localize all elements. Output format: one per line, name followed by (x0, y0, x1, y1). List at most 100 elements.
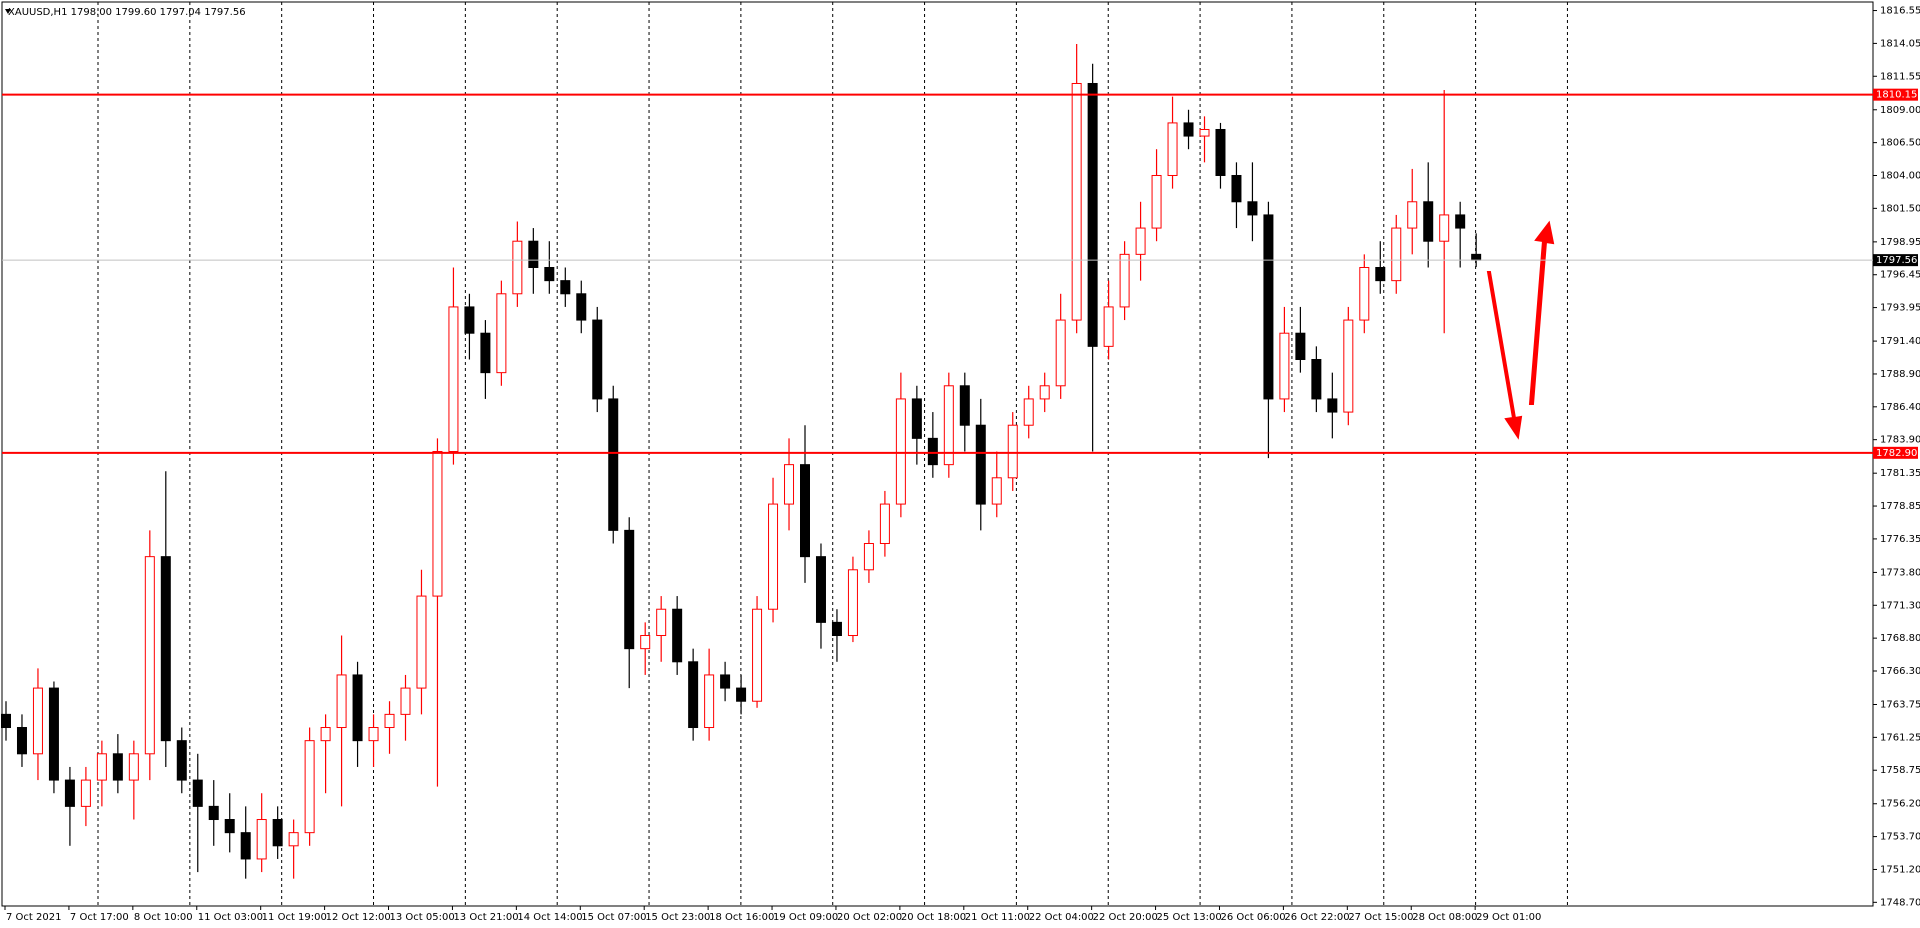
x-tick-label: 22 Oct 04:00 (1029, 912, 1094, 923)
y-tick-label: 1761.25 (1880, 732, 1920, 743)
candle-body (304, 740, 315, 834)
marks (1, 44, 1482, 879)
candle-body (752, 608, 763, 702)
y-tick-label: 1753.70 (1880, 832, 1920, 843)
x-tick-label: 7 Oct 2021 (6, 912, 61, 923)
candle-body (911, 398, 922, 439)
y-tick-label: 1751.20 (1880, 864, 1920, 875)
candle-body (384, 713, 395, 729)
candle-body (1263, 214, 1274, 400)
candle-body (208, 805, 219, 821)
candle-body (112, 753, 123, 781)
x-tick-label: 21 Oct 11:00 (965, 912, 1030, 923)
candle-body (272, 819, 283, 847)
y-tick-label: 1783.90 (1880, 435, 1920, 446)
candle-body (815, 556, 826, 623)
y-tick-label: 1771.30 (1880, 600, 1920, 611)
current-price-box (1873, 254, 1918, 267)
x-tick-label: 26 Oct 22:00 (1284, 912, 1349, 923)
y-tick-label: 1758.75 (1880, 765, 1920, 776)
candle-body (1, 713, 11, 729)
candle-body (48, 687, 59, 781)
x-tick-label: 14 Oct 14:00 (517, 912, 582, 923)
candle-body (320, 727, 331, 742)
y-tick-label: 1756.20 (1880, 799, 1920, 810)
y-tick-label: 1748.70 (1880, 897, 1920, 908)
candle-body (1439, 214, 1450, 242)
candle-body (1279, 332, 1290, 400)
candle-body (1343, 319, 1354, 413)
candle-body (768, 503, 779, 610)
candle-body (560, 280, 571, 295)
candle-body (1007, 424, 1018, 479)
current-price-label: 1797.56 (1876, 255, 1917, 266)
y-tick-label: 1814.05 (1880, 38, 1920, 49)
x-tick-label: 26 Oct 06:00 (1220, 912, 1285, 923)
arrow-down (1486, 271, 1523, 440)
candle-body (128, 753, 139, 781)
candle-body (448, 306, 459, 453)
x-tick-label: 29 Oct 01:00 (1476, 912, 1541, 923)
candle-body (704, 674, 715, 729)
candle-body (336, 674, 347, 729)
x-tick-label: 18 Oct 16:00 (709, 912, 774, 923)
candle-body (1167, 122, 1178, 176)
candle-body (1295, 332, 1306, 360)
candle-body (576, 293, 587, 321)
candle-body (1119, 253, 1130, 308)
candle-body (624, 529, 635, 650)
header-arrow (5, 9, 11, 14)
candle-body (416, 595, 427, 689)
candle-body (1103, 306, 1114, 347)
y-tick-label: 1791.40 (1880, 336, 1920, 347)
x-tick-label: 11 Oct 03:00 (198, 912, 263, 923)
y-tick-label: 1798.95 (1880, 237, 1920, 248)
candle-body (368, 727, 379, 742)
candle-body (1231, 174, 1242, 203)
candle-body (863, 543, 874, 571)
candle-body (1455, 214, 1466, 229)
x-tick-label: 13 Oct 21:00 (453, 912, 518, 923)
candle-body (1311, 358, 1322, 400)
candle-body (1471, 253, 1482, 261)
x-tick-label: 25 Oct 13:00 (1157, 912, 1222, 923)
candle-body (1215, 128, 1226, 176)
y-tick-label: 1786.40 (1880, 402, 1920, 413)
level-box (1873, 88, 1918, 101)
candle-body (1199, 128, 1210, 137)
candle-body (1423, 201, 1434, 242)
level-label: 1810.15 (1876, 90, 1917, 101)
candle-body (1071, 82, 1082, 321)
candle-body (480, 332, 491, 374)
y-tick-label: 1796.45 (1880, 270, 1920, 281)
y-tick-label: 1816.55 (1880, 6, 1920, 17)
candle-body (784, 464, 795, 505)
candle-body (1087, 82, 1098, 347)
candle-body (240, 832, 251, 860)
candle-body (831, 621, 842, 637)
candle-body (943, 385, 954, 466)
candle-body (895, 398, 906, 505)
y-tick-label: 1788.90 (1880, 369, 1920, 380)
arrow-up (1528, 220, 1555, 405)
x-tick-label: 20 Oct 02:00 (837, 912, 902, 923)
y-tick-label: 1766.30 (1880, 666, 1920, 677)
candle-body (256, 819, 267, 860)
x-tick-label: 8 Oct 10:00 (134, 912, 193, 923)
chart-header: XAUUSD,H1 1798.00 1799.60 1797.04 1797.5… (8, 7, 246, 18)
candle-body (144, 556, 155, 755)
level-box (1873, 446, 1918, 459)
y-tick-label: 1778.85 (1880, 501, 1920, 512)
candle-body (592, 319, 603, 400)
candle-body (1039, 385, 1050, 400)
y-tick-label: 1776.35 (1880, 534, 1920, 545)
candle-body (847, 569, 858, 637)
x-tick-label: 7 Oct 17:00 (70, 912, 129, 923)
candle-body (1183, 122, 1194, 137)
candle-body (496, 293, 507, 374)
candle-body (1407, 201, 1418, 229)
x-tick-label: 28 Oct 08:00 (1412, 912, 1477, 923)
y-tick-label: 1781.35 (1880, 468, 1920, 479)
